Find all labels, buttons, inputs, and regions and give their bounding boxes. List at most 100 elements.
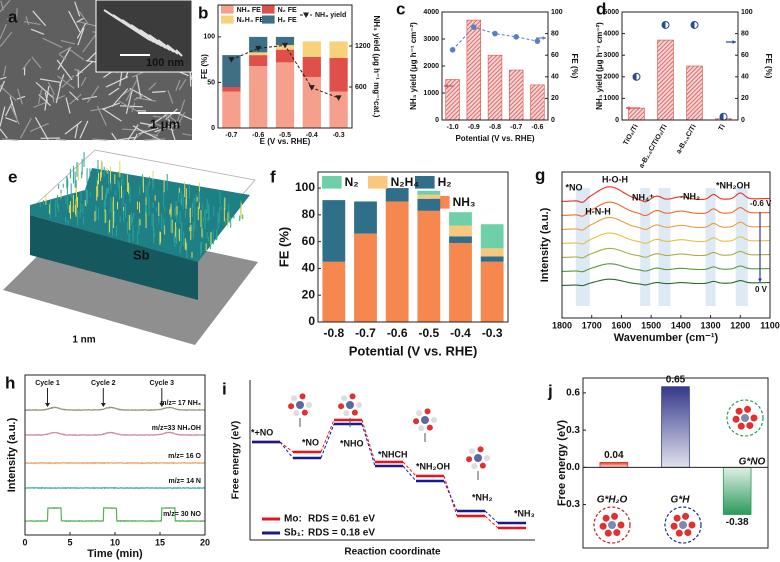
molecule-atom — [296, 401, 304, 409]
molecule-atom — [474, 454, 482, 462]
plot-frame — [561, 171, 771, 319]
x-tick-label: 1800 — [552, 320, 572, 330]
cycle-label: Cycle 3 — [150, 380, 175, 387]
band-shade — [575, 188, 590, 306]
point — [308, 85, 315, 91]
panel-h: 0 5 10 15 20 m/z= 17 NH₃ m/z=33 NH₂OH m/z= 16 O… — [6, 374, 210, 560]
point — [335, 95, 342, 101]
y-tick-label: 1000 — [603, 95, 619, 102]
bar — [385, 188, 409, 202]
bar — [329, 57, 348, 92]
legend-label: N₂ FE — [278, 7, 297, 14]
y2-tick-label: 20 — [551, 95, 559, 102]
y2-tick-label: 80 — [741, 30, 749, 37]
molecule-atom — [349, 393, 356, 400]
sem-fiber — [57, 75, 75, 89]
point — [228, 57, 235, 63]
bar — [686, 65, 703, 121]
ms-trace — [24, 406, 206, 412]
sem-fiber — [30, 28, 45, 35]
y-tick-label: 80 — [302, 207, 316, 221]
y-axis-title: FE (%) — [200, 54, 209, 79]
potential-label: 0 V — [755, 285, 768, 294]
bar — [417, 190, 441, 195]
panel-label: j — [547, 381, 553, 400]
bar — [302, 56, 321, 77]
sem-fiber — [141, 130, 161, 141]
x-tick-label: 15 — [155, 537, 165, 547]
y2-tick-label: 0 — [741, 117, 745, 124]
sem-fiber — [64, 120, 82, 135]
sem-fiber — [0, 23, 7, 40]
x-tick-label: a-B₂.₆C/Ti — [675, 123, 697, 155]
bar — [487, 54, 503, 121]
peak-label: *NO — [565, 182, 582, 192]
x-axis-title: Time (min) — [87, 548, 143, 560]
x-tick-label: -0.8 — [489, 124, 501, 131]
panel-c: 0 1000 2000 3000 4000 0 20 40 60 80 100 -1.0 -0.9 -0.… — [409, 9, 579, 143]
y-tick-label: 2000 — [423, 63, 439, 70]
y-tick-label: 0.3 — [566, 425, 580, 436]
legend-marker — [303, 12, 309, 18]
molecule-atom — [613, 529, 621, 537]
peak-label: H-O-H — [602, 174, 628, 184]
sem-fiber — [44, 85, 50, 111]
x-tick-label: TiO₂/Ti — [622, 123, 639, 146]
molecule-atom — [431, 417, 437, 423]
afm-side — [30, 215, 198, 300]
x-tick-label: 0 — [22, 537, 27, 547]
band-shade — [658, 188, 671, 306]
molecule-atom — [338, 403, 345, 410]
y-axis-title: FE (%) — [276, 227, 291, 267]
sem-fiber — [68, 10, 81, 33]
molecule-atom — [343, 410, 350, 417]
panel-label: e — [8, 167, 17, 186]
point — [449, 47, 456, 53]
bar — [222, 91, 241, 128]
value-label: 0.04 — [604, 450, 624, 461]
element-label: Sb — [133, 247, 150, 262]
sem-fiber — [16, 8, 18, 19]
sem-fiber — [60, 40, 76, 45]
sem-fiber — [0, 76, 7, 80]
sem-fiber — [3, 65, 7, 77]
energy-connector — [361, 419, 376, 463]
sem-fiber — [152, 115, 165, 119]
plot-frame — [217, 4, 353, 129]
sem-fiber — [111, 132, 118, 141]
sem-fiber — [171, 132, 176, 141]
sem-inset-fiber — [157, 39, 175, 53]
y-tick-label: 0 — [615, 117, 619, 124]
molecule-atom — [418, 425, 425, 432]
molecule-atom — [732, 415, 740, 423]
line — [452, 26, 538, 51]
x-tick-label: -1.0 — [447, 124, 459, 131]
spectrum-curve — [562, 217, 770, 231]
sem-fiber — [19, 118, 32, 139]
y-tick-label: 100 — [203, 34, 215, 41]
bar — [275, 36, 295, 46]
x-tick-label: 1600 — [611, 320, 631, 330]
arrow-head — [542, 36, 546, 40]
band-shade — [735, 188, 748, 306]
x-tick-label: 10 — [110, 537, 120, 547]
plot-frame — [621, 11, 739, 121]
sem-fiber — [105, 76, 129, 88]
bar — [509, 69, 524, 121]
molecule-atom — [679, 521, 687, 529]
state-label: *NHCH — [378, 449, 408, 459]
y2-tick-label: 100 — [741, 9, 753, 16]
category-label: G*NO — [739, 457, 766, 468]
bar — [466, 19, 481, 121]
sem-fiber — [22, 58, 31, 70]
y2-tick-label: 40 — [551, 74, 559, 81]
x-tick-label: Ti — [718, 123, 727, 132]
sem-fiber — [52, 94, 55, 103]
sem-fiber — [65, 97, 71, 114]
arrow-head — [758, 278, 762, 282]
panel-label: b — [198, 3, 208, 22]
sem-fiber — [168, 119, 174, 134]
energy-connector — [361, 423, 376, 467]
legend-rds: RDS = 0.18 eV — [308, 528, 375, 539]
molecule-atom — [299, 393, 306, 400]
